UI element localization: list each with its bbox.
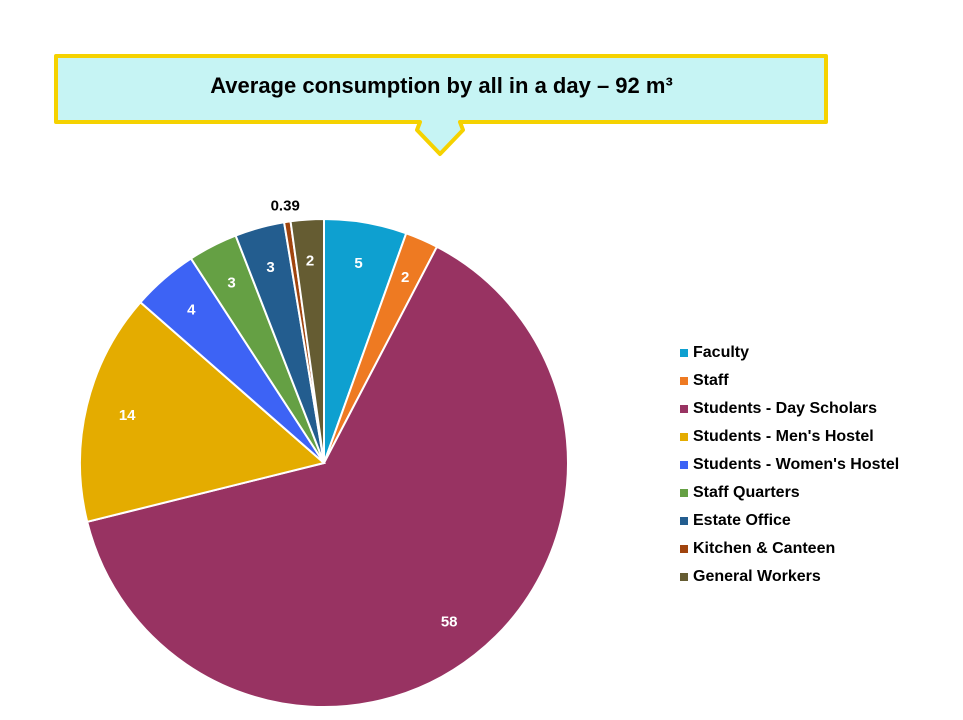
- slice-value-label: 0.39: [271, 197, 300, 214]
- legend-label: Staff: [693, 372, 729, 389]
- slice-value-label: 2: [401, 269, 409, 286]
- pie-slice: [289, 217, 325, 464]
- legend: Faculty Staff Students - Day Scholars Stude…: [680, 339, 899, 591]
- legend-label: Faculty: [693, 344, 750, 361]
- slice-value-label: 2: [306, 253, 314, 270]
- legend-swatch: [680, 573, 688, 581]
- legend-swatch: [680, 433, 688, 441]
- legend-swatch: [680, 405, 688, 413]
- legend-item: General Workers: [680, 563, 899, 591]
- callout-banner: [54, 54, 828, 156]
- legend-label: Kitchen & Canteen: [693, 540, 836, 557]
- pie-slice: [85, 245, 569, 709]
- legend-item: Staff Quarters: [680, 479, 899, 507]
- legend-label: Students - Men's Hostel: [693, 428, 874, 445]
- legend-label: Estate Office: [693, 512, 791, 529]
- legend-label: Students - Day Scholars: [693, 400, 878, 417]
- legend-label: Students - Women's Hostel: [693, 456, 900, 473]
- slice-value-label: 5: [354, 255, 362, 272]
- legend-item: Students - Men's Hostel: [680, 423, 899, 451]
- legend-swatch: [680, 517, 688, 525]
- legend-item: Students - Day Scholars: [680, 395, 899, 423]
- legend-label: General Workers: [693, 568, 821, 585]
- legend-item: Estate Office: [680, 507, 899, 535]
- slice-value-label: 3: [227, 274, 235, 291]
- slice-value-label: 3: [266, 259, 274, 276]
- callout-shape: [54, 54, 828, 156]
- legend-swatch: [680, 349, 688, 357]
- legend-swatch: [680, 545, 688, 553]
- legend-item: Kitchen & Canteen: [680, 535, 899, 563]
- slice-value-label: 4: [187, 302, 196, 319]
- slice-value-label: 58: [441, 614, 458, 631]
- pie-slice: [79, 300, 327, 524]
- legend-label: Staff Quarters: [693, 484, 800, 501]
- legend-swatch: [680, 489, 688, 497]
- legend-swatch: [680, 461, 688, 469]
- chart-title: Average consumption by all in a day – 92…: [210, 73, 673, 98]
- legend-item: Faculty: [680, 339, 899, 367]
- legend-item: Students - Women's Hostel: [680, 451, 899, 479]
- legend-swatch: [680, 377, 688, 385]
- legend-item: Staff: [680, 367, 899, 395]
- slice-value-label: 14: [119, 407, 136, 424]
